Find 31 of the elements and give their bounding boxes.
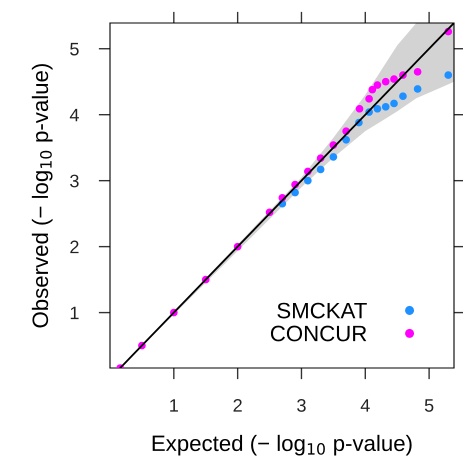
point bbox=[390, 75, 398, 83]
point bbox=[382, 78, 390, 86]
point bbox=[365, 95, 373, 103]
point bbox=[444, 71, 452, 79]
point bbox=[330, 153, 338, 161]
point bbox=[399, 92, 407, 100]
point bbox=[304, 176, 312, 184]
point bbox=[374, 81, 382, 89]
point bbox=[390, 100, 398, 108]
x-tick-label: 2 bbox=[234, 399, 242, 412]
y-tick-label: 4 bbox=[70, 108, 79, 122]
y-tick-label: 5 bbox=[70, 42, 79, 56]
y-tick-label: 1 bbox=[70, 306, 79, 320]
point bbox=[356, 104, 364, 113]
x-tick-label: 3 bbox=[297, 399, 306, 412]
legend-label: CONCUR bbox=[270, 326, 366, 342]
y-tick-label: 2 bbox=[70, 240, 79, 254]
point bbox=[374, 104, 382, 113]
y-axis-title: Observed (− log$_{10}$ p-value) bbox=[32, 64, 53, 328]
point bbox=[342, 136, 350, 144]
y-tick-label: 3 bbox=[70, 174, 79, 188]
x-axis-title: Expected (− log$_{10}$ p-value) bbox=[152, 434, 412, 456]
x-tick-label: 5 bbox=[424, 399, 434, 412]
point bbox=[414, 85, 422, 93]
x-tick-label: 1 bbox=[170, 399, 178, 412]
legend-label: SMCKAT bbox=[277, 302, 367, 318]
point bbox=[382, 102, 390, 111]
x-tick-label: 4 bbox=[360, 399, 370, 412]
point bbox=[316, 166, 324, 174]
point bbox=[414, 68, 422, 76]
point bbox=[368, 86, 376, 94]
